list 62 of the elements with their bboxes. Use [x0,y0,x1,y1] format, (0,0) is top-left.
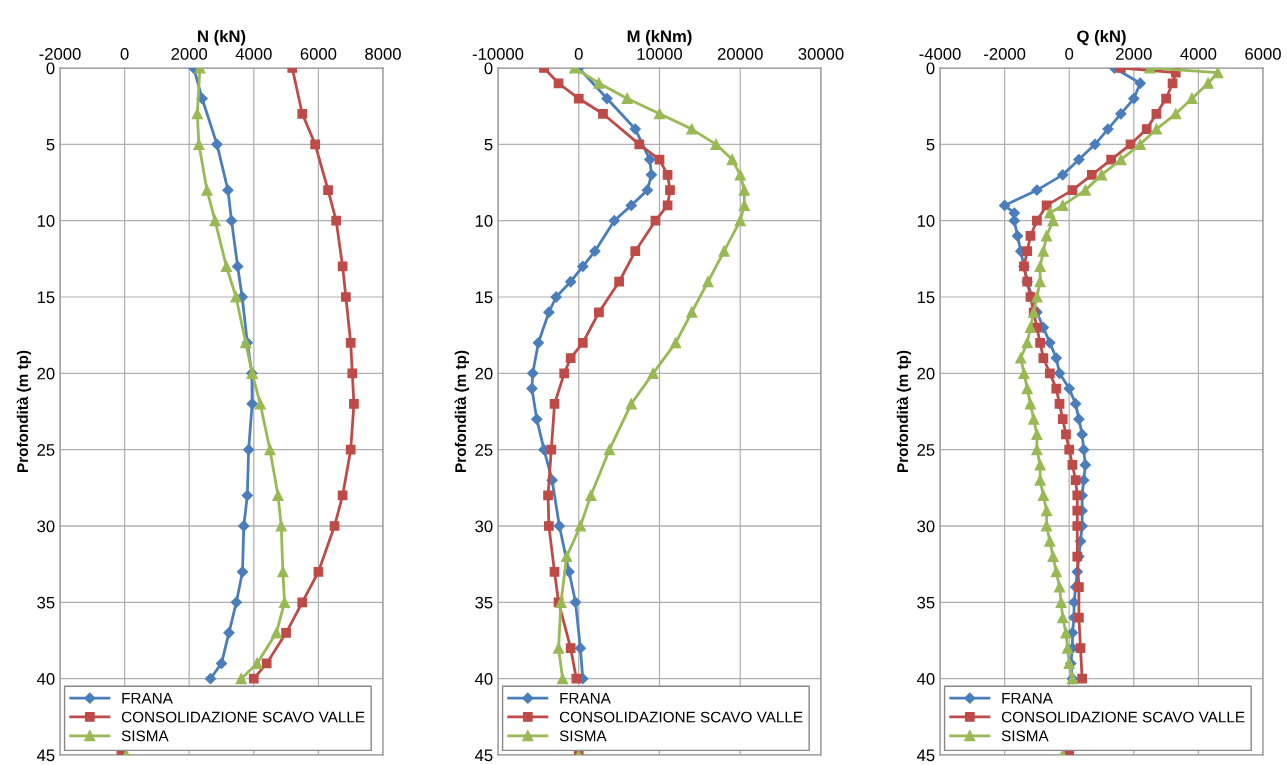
y-tick-label: 10 [475,215,493,227]
y-tick-label: 5 [926,138,935,151]
y-tick-label: 45 [36,749,55,762]
x-tick-label: 10000 [637,48,683,60]
x-tick-label: 2000 [1116,48,1152,60]
x-tick-label: -2000 [984,48,1026,60]
x-tick-label: 20000 [717,48,763,60]
x-tick-label: -2000 [39,48,81,60]
x-tick-label: 4000 [1180,48,1217,60]
y-tick-label: 45 [474,749,493,762]
legend-label: FRANA [122,692,173,704]
y-tick-label: 10 [37,215,55,227]
y-tick-label: 35 [917,596,935,609]
y-tick-label: 40 [36,673,55,685]
x-tick-label: -4000 [919,48,961,60]
legend-label: CONSOLIDAZIONE SCAVO VALLE [1001,711,1245,723]
y-tick-label: 25 [37,444,55,456]
x-tick-label: 8000 [365,48,401,60]
y-tick-label: 35 [475,596,493,609]
y-tick-label: 30 [37,520,55,533]
y-tick-label: 5 [46,138,55,151]
x-tick-label: 6000 [1245,48,1281,60]
y-tick-label: 20 [475,367,493,380]
x-tick-label: 30000 [798,48,844,60]
legend-label: FRANA [560,692,611,704]
x-tick-label: 2000 [171,48,208,60]
legend-label: CONSOLIDAZIONE SCAVO VALLE [559,711,803,723]
y-tick-label: 20 [37,367,55,380]
legend-label: CONSOLIDAZIONE SCAVO VALLE [121,711,365,723]
y-tick-label: 5 [484,138,493,151]
legend-label: SISMA [121,730,169,742]
y-tick-label: 30 [917,520,935,533]
x-axis-title: Q (kN) [1077,29,1126,46]
y-tick-label: 35 [37,596,55,609]
legend-label: SISMA [1001,730,1049,742]
y-axis-title: Profondità (m tp) [454,350,470,472]
y-tick-label: 15 [37,291,55,304]
y-tick-label: 25 [475,444,493,456]
y-axis-title: Profondità (m tp) [896,350,912,472]
x-tick-label: -10000 [472,48,524,60]
y-tick-label: 0 [926,62,935,75]
x-tick-label: 6000 [300,48,337,60]
x-tick-label: 0 [120,48,129,60]
y-tick-label: 0 [484,62,493,75]
x-axis-title: M (kNm) [627,29,692,46]
y-tick-label: 10 [917,215,935,227]
y-tick-label: 40 [916,673,935,685]
x-tick-label: 4000 [235,48,272,60]
y-tick-label: 40 [474,673,493,685]
legend-label: SISMA [559,730,607,742]
legend-label: FRANA [1002,692,1053,704]
y-tick-label: 15 [917,291,935,304]
y-tick-label: 15 [475,291,493,304]
x-tick-label: 0 [1065,48,1074,60]
y-tick-label: 30 [475,520,493,533]
y-tick-label: 45 [916,749,935,762]
y-tick-label: 20 [917,367,935,380]
y-axis-title: Profondità (m tp) [16,350,32,472]
x-axis-title: N (kN) [198,29,246,46]
y-tick-label: 25 [917,444,935,456]
y-tick-label: 0 [46,62,55,75]
x-tick-label: 0 [574,48,583,60]
